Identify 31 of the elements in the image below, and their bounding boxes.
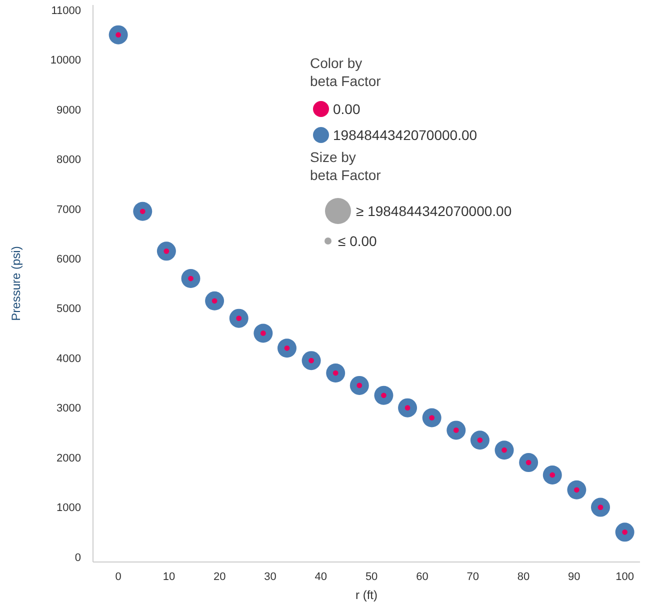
y-tick-label: 9000	[56, 104, 81, 116]
y-tick-label: 7000	[56, 204, 81, 216]
x-tick-label: 0	[115, 571, 122, 583]
x-tick-label: 10	[162, 571, 176, 583]
x-tick-label: 30	[264, 571, 276, 583]
x-tick-label: 50	[365, 571, 378, 583]
x-tick-label: 60	[416, 571, 428, 583]
y-tick-label: 6000	[56, 253, 81, 266]
x-tick-label: 90	[568, 571, 580, 583]
y-tick-label: 10000	[50, 54, 81, 67]
annotation: Size by beta Factor	[310, 149, 382, 183]
x-tick-label: 70	[466, 571, 479, 583]
y-tick-label: 3000	[56, 402, 81, 415]
legend-label: 1984844342070000.00	[333, 127, 478, 143]
legend-label: 0.00	[333, 101, 360, 117]
x-tick-label: 80	[517, 571, 530, 583]
x-tick-label: 100	[616, 571, 634, 583]
y-tick-label: 8000	[56, 154, 81, 166]
y-axis-title: Pressure (psi)	[9, 246, 23, 321]
y-tick-label: 2000	[56, 452, 81, 464]
y-tick-label: 5000	[56, 303, 81, 316]
annotation: ≥ 1984844342070000.00	[356, 203, 512, 219]
y-tick-label: 4000	[56, 352, 81, 365]
x-tick-label: 40	[314, 571, 328, 583]
y-tick-label: 0	[74, 552, 81, 564]
y-tick-label: 11000	[51, 4, 81, 17]
legend-title: Color by beta Factor	[310, 55, 382, 89]
x-axis-title: r (ft)	[356, 588, 378, 602]
y-tick-label: 1000	[56, 502, 81, 514]
x-tick-label: 20	[213, 571, 226, 583]
annotation: ≤ 0.00	[338, 233, 378, 249]
